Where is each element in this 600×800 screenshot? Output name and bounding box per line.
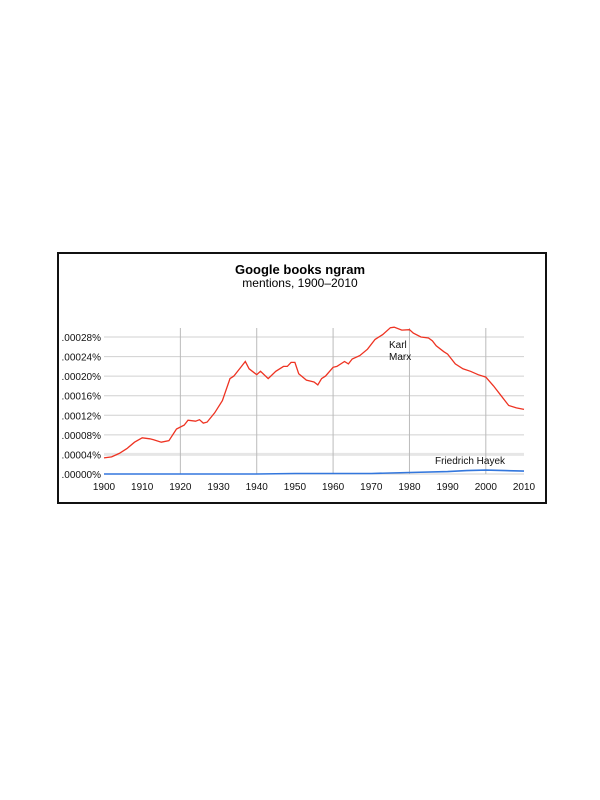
y-tick-label: .00004% <box>62 450 102 461</box>
series-label: Marx <box>389 352 411 363</box>
x-tick-label: 2010 <box>513 482 536 493</box>
x-tick-label: 1990 <box>437 482 460 493</box>
series-line-friedrich-hayek <box>104 469 525 475</box>
y-tick-label: .00016% <box>62 392 102 403</box>
x-tick-label: 1920 <box>169 482 192 493</box>
x-tick-label: 1950 <box>284 482 307 493</box>
x-tick-label: 1960 <box>322 482 345 493</box>
x-tick-label: 1930 <box>207 482 230 493</box>
x-tick-label: 1980 <box>398 482 421 493</box>
y-tick-label: .00024% <box>62 353 102 364</box>
chart-subtitle: mentions, 1900–2010 <box>242 276 358 290</box>
x-tick-label: 1900 <box>93 482 116 493</box>
y-tick-label: .00012% <box>62 411 102 422</box>
x-tick-label: 2000 <box>475 482 498 493</box>
x-tick-label: 1940 <box>246 482 269 493</box>
series-label: Karl <box>389 340 407 351</box>
y-tick-label: .00000% <box>62 470 102 481</box>
y-tick-label: .00020% <box>62 372 102 383</box>
y-tick-label: .00008% <box>62 431 102 442</box>
series-line-karl-marx <box>103 326 525 459</box>
chart-frame <box>57 252 547 504</box>
series-label: Friedrich Hayek <box>435 456 506 467</box>
chart-title: Google books ngram <box>234 262 365 277</box>
x-tick-label: 1970 <box>360 482 383 493</box>
y-tick-label: .00028% <box>62 333 102 344</box>
x-tick-label: 1910 <box>131 482 154 493</box>
